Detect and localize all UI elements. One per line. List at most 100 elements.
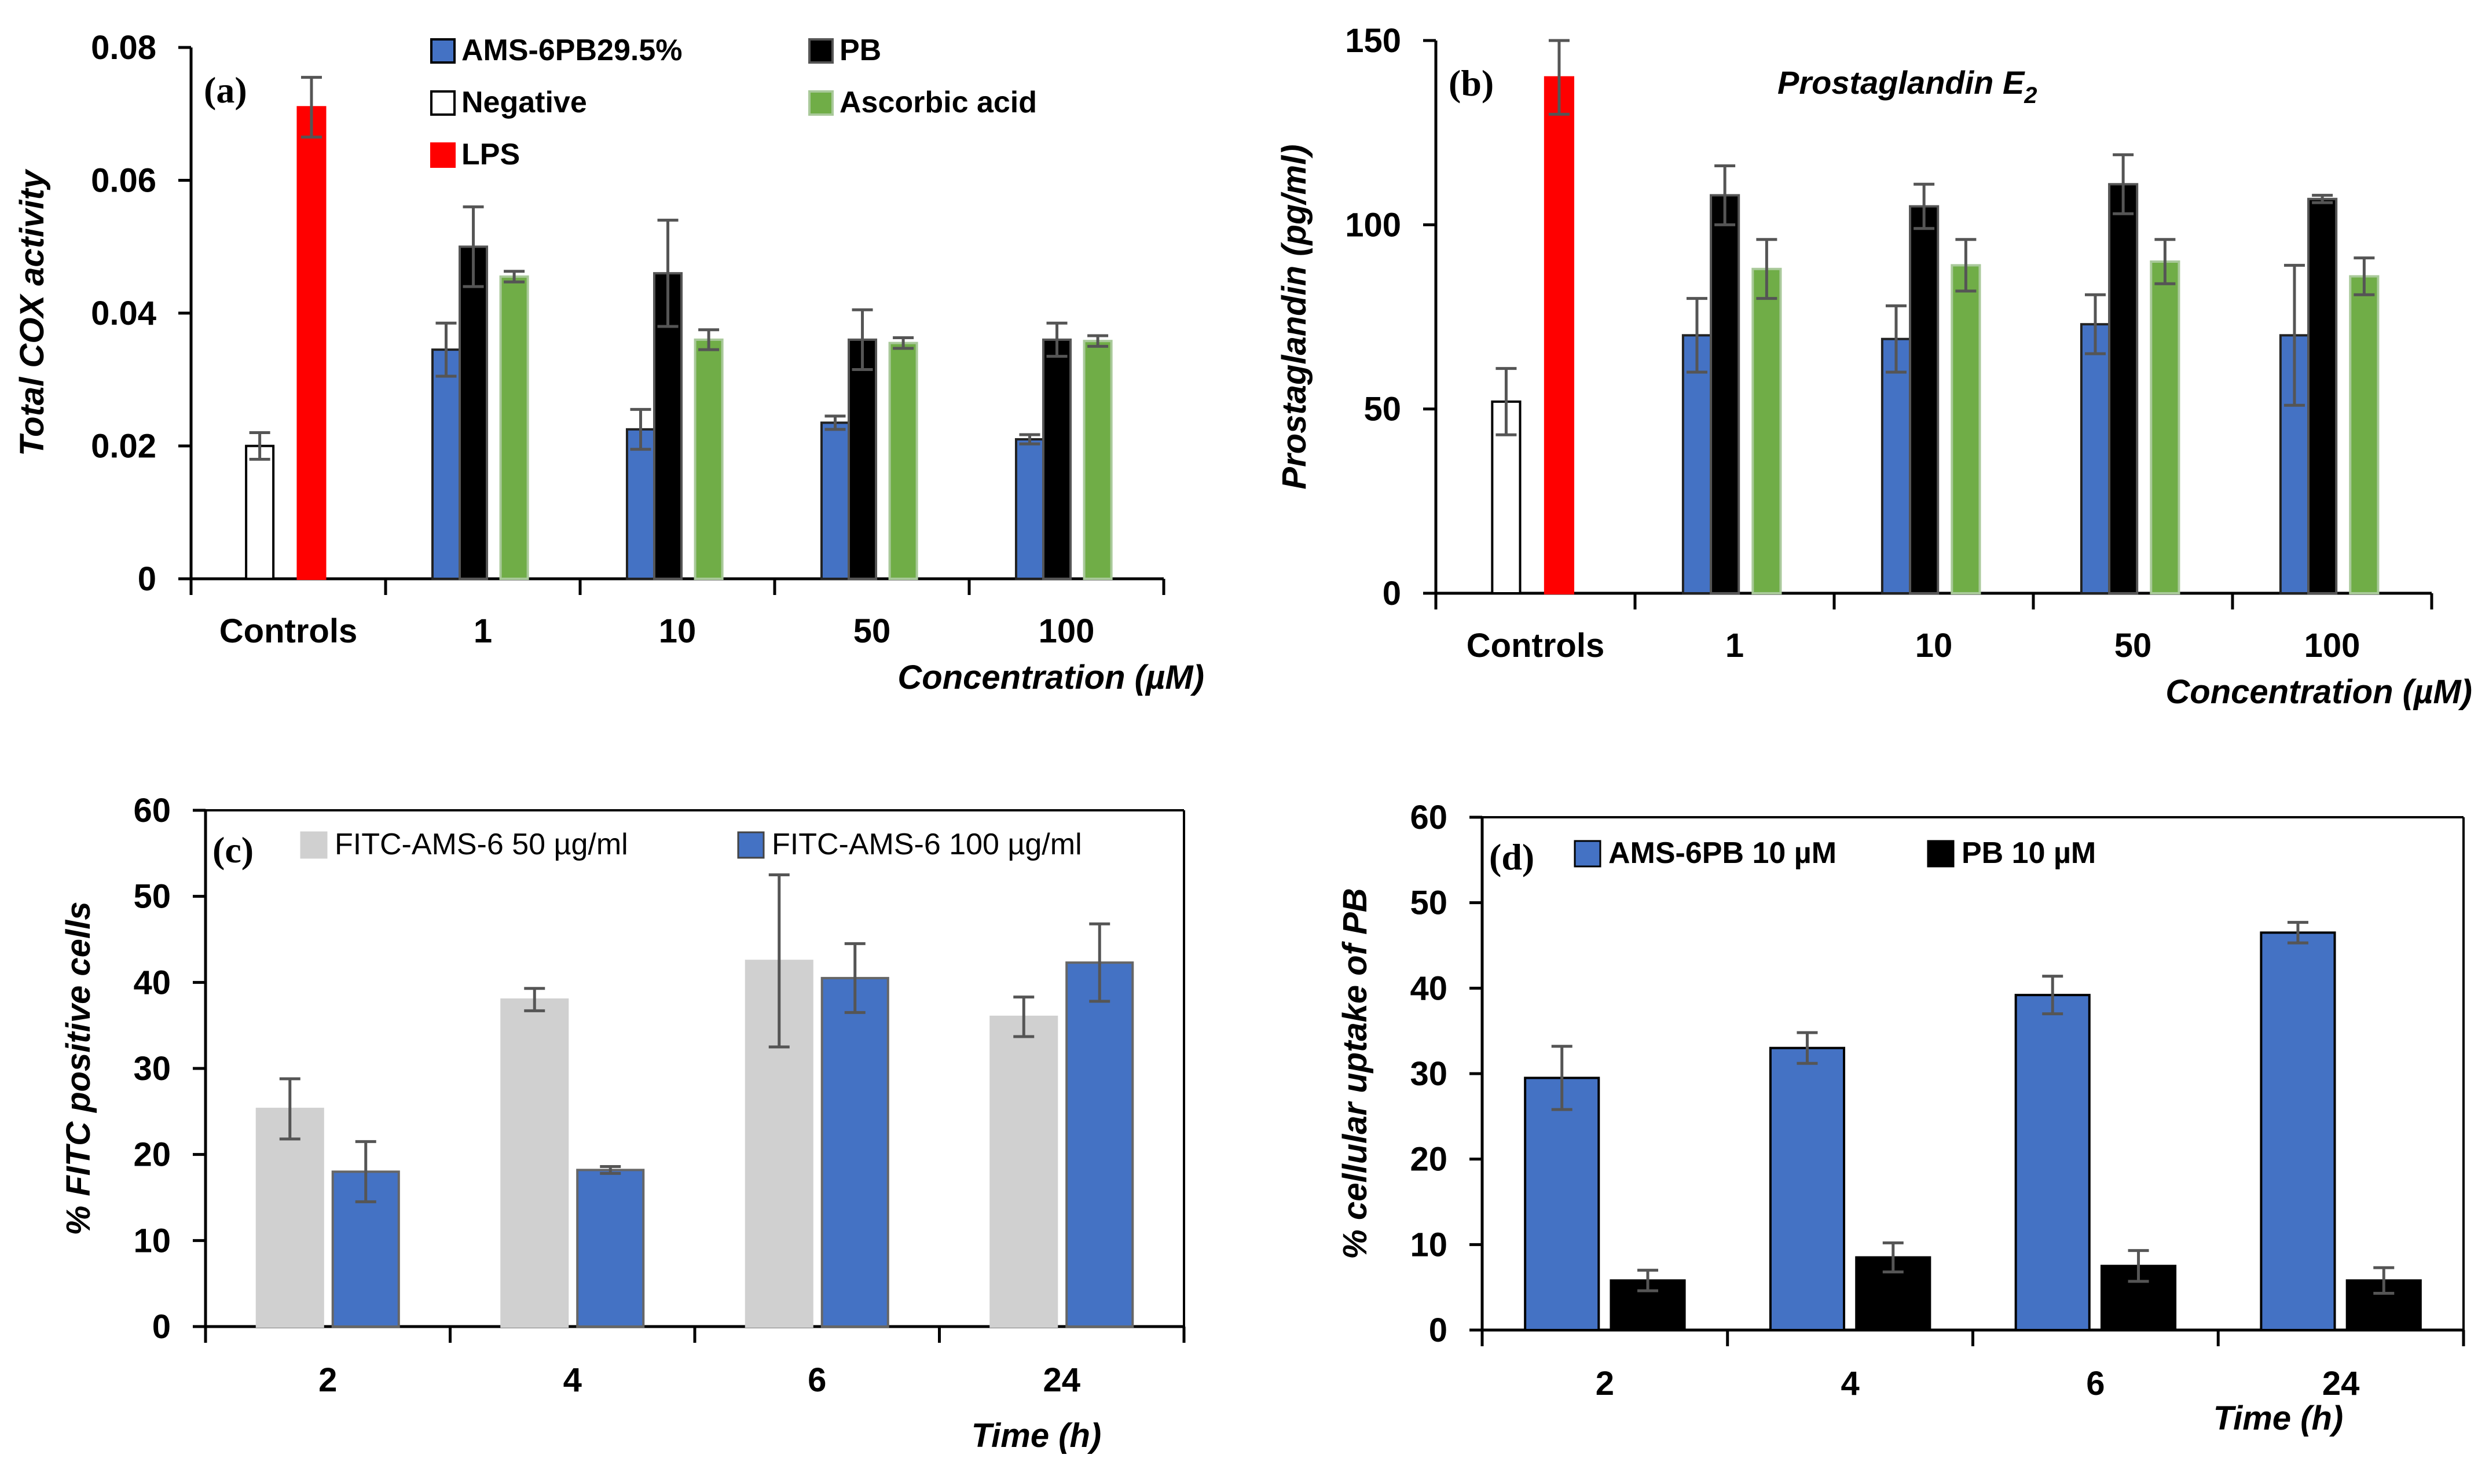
y-tick-label: 100 — [1345, 206, 1401, 244]
legend-d: AMS-6PB 10 µM PB 10 µM — [1574, 836, 2096, 870]
y-tick-label: 30 — [133, 1050, 171, 1088]
y-tick-label: 0 — [1429, 1312, 1447, 1349]
y-axis-label: Prostaglandin (pg/ml) — [1275, 144, 1313, 489]
bar — [459, 245, 489, 580]
x-tick-label: 50 — [2114, 627, 2152, 664]
x-tick-label: 10 — [659, 612, 697, 650]
legend-swatch — [300, 831, 328, 859]
y-axis-label: % FITC positive cells — [60, 902, 97, 1236]
legend-label: LPS — [461, 138, 520, 171]
bar — [1881, 337, 1912, 594]
y-tick-label: 20 — [133, 1136, 171, 1174]
bar-control — [296, 106, 327, 580]
bar — [1014, 438, 1045, 581]
x-tick-label: 6 — [808, 1361, 826, 1399]
x-tick-label: 50 — [853, 612, 891, 650]
bar — [694, 338, 724, 581]
bar — [848, 338, 878, 581]
x-tick-label: 10 — [1915, 627, 1953, 664]
legend-a: AMS-6PB29.5% PB Negative Ascorbic acid LPS — [430, 34, 1037, 171]
panel-b: 0 50 100 150 Controls 1 10 50 100 Concentration (… — [1275, 22, 2472, 711]
legend-label: PB — [840, 34, 881, 67]
x-tick-label: 100 — [1039, 612, 1095, 650]
bar — [625, 428, 656, 580]
bar — [2108, 183, 2139, 594]
x-axis-label: Concentration (µM) — [897, 659, 1204, 696]
x-tick-label: 100 — [2304, 627, 2360, 664]
bar — [2080, 323, 2111, 594]
bar — [500, 998, 569, 1328]
x-tick-label: 24 — [1043, 1361, 1080, 1399]
bar — [1951, 264, 1981, 595]
legend-swatch — [808, 90, 834, 116]
x-tick-label: Controls — [219, 612, 357, 650]
x-tick-label: Controls — [1467, 627, 1604, 664]
legend-label: Negative — [461, 86, 587, 119]
bar — [1681, 334, 1713, 594]
bar — [2349, 275, 2380, 594]
bar — [1710, 194, 1740, 594]
y-axis-label: % cellular uptake of PB — [1336, 888, 1374, 1259]
bar — [989, 1015, 1058, 1328]
y-tick-label: 50 — [133, 878, 171, 916]
legend-swatch — [1574, 840, 1601, 868]
legend-swatch — [430, 90, 456, 116]
y-tick-label: 50 — [1363, 391, 1401, 428]
x-tick-label: 1 — [474, 612, 492, 650]
bar-control — [1544, 76, 1575, 594]
y-axis-label: Total COX activity — [13, 168, 51, 456]
y-tick-label: 0.08 — [91, 29, 156, 67]
bar — [2260, 931, 2336, 1331]
x-tick-label: 4 — [563, 1361, 582, 1399]
bar — [1769, 1046, 1846, 1331]
bar — [2150, 260, 2180, 594]
y-tick-label: 0.04 — [91, 295, 156, 332]
panel-label: (c) — [212, 829, 254, 870]
panel-label: (a) — [204, 69, 247, 111]
legend-label: FITC-AMS-6 100 µg/ml — [772, 828, 1082, 861]
y-tick-label: 150 — [1345, 22, 1401, 60]
panel-label: (d) — [1489, 836, 1534, 877]
bar — [2014, 994, 2091, 1331]
x-axis-label: Concentration (µM) — [2165, 673, 2472, 711]
y-tick-label: 50 — [1410, 884, 1447, 922]
legend-swatch — [1927, 840, 1955, 868]
legend-label: Ascorbic acid — [840, 86, 1037, 119]
y-tick-label: 0 — [152, 1308, 171, 1346]
panel-a: 0 0.02 0.04 0.06 0.08 Controls 1 10 50 100 Concent… — [13, 29, 1204, 696]
y-tick-label: 0 — [138, 560, 156, 598]
legend-swatch — [430, 38, 456, 64]
bar — [499, 275, 529, 580]
bar — [2307, 197, 2338, 594]
legend-label: FITC-AMS-6 50 µg/ml — [335, 828, 628, 861]
y-tick-label: 60 — [133, 792, 171, 829]
y-tick-label: 40 — [133, 964, 171, 1001]
x-tick-label: 4 — [1841, 1365, 1859, 1402]
bar — [1042, 338, 1072, 581]
bar — [1524, 1077, 1600, 1331]
chart-title-subscript: 2 — [2024, 83, 2037, 108]
bar — [820, 976, 889, 1328]
bar — [431, 348, 461, 580]
y-tick-label: 20 — [1410, 1141, 1447, 1178]
x-tick-label: 24 — [2322, 1365, 2360, 1402]
legend-swatch — [808, 38, 834, 64]
x-tick-label: 2 — [1596, 1365, 1614, 1402]
legend-label: AMS-6PB29.5% — [461, 34, 682, 67]
y-tick-label: 0 — [1383, 575, 1401, 612]
x-axis-label: Time (h) — [972, 1417, 1102, 1454]
x-tick-label: 6 — [2086, 1365, 2105, 1402]
chart-title: Prostaglandin E2 — [1777, 64, 2037, 108]
bar — [1909, 205, 1940, 594]
bar — [820, 421, 851, 581]
legend-label: AMS-6PB 10 µM — [1608, 836, 1836, 870]
y-tick-label: 10 — [133, 1222, 171, 1259]
bar — [576, 1169, 645, 1328]
bar — [1065, 961, 1134, 1328]
legend-label: PB 10 µM — [1962, 836, 2096, 870]
legend-swatch — [737, 831, 765, 859]
bar — [1751, 267, 1782, 594]
legend-swatch — [430, 142, 456, 168]
